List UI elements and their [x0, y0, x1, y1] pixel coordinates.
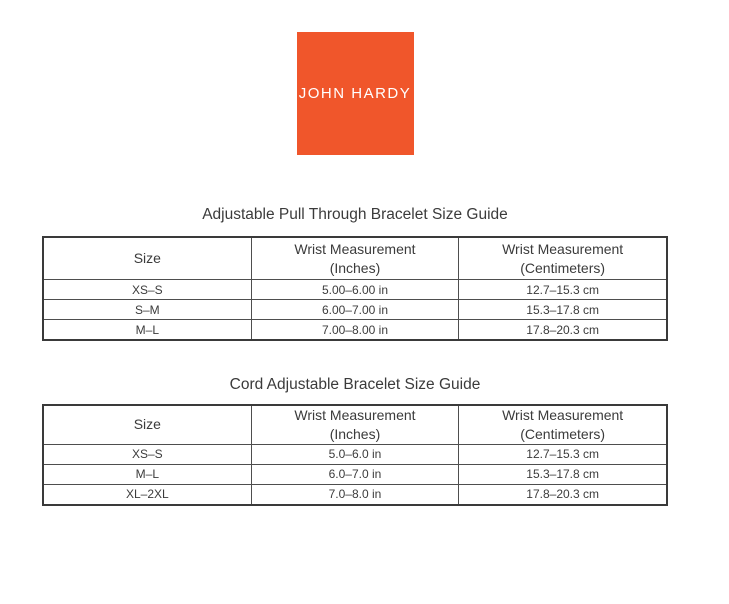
table-row: M–L 6.0–7.0 in 15.3–17.8 cm [42, 463, 668, 485]
inches-cell: 6.00–7.00 in [250, 299, 460, 320]
table-header-row: Size Wrist Measurement (Inches) Wrist Me… [42, 236, 668, 280]
inches-cell: 7.00–8.00 in [250, 319, 460, 341]
table-row: XS–S 5.00–6.00 in 12.7–15.3 cm [42, 279, 668, 300]
inches-cell: 5.00–6.00 in [250, 279, 460, 300]
size-cell: XS–S [42, 443, 252, 465]
centimeters-cell: 17.8–20.3 cm [458, 483, 668, 506]
john-hardy-logo: JOHN HARDY [296, 32, 414, 155]
col-header-size: Size [42, 236, 252, 280]
table-row: M–L 7.00–8.00 in 17.8–20.3 cm [42, 319, 668, 341]
size-cell: XL–2XL [42, 483, 252, 506]
size-cell: XS–S [42, 279, 252, 300]
size-cell: M–L [42, 463, 252, 485]
centimeters-cell: 15.3–17.8 cm [458, 299, 668, 320]
inches-cell: 5.0–6.0 in [250, 443, 460, 465]
table-row: S–M 6.00–7.00 in 15.3–17.8 cm [42, 299, 668, 320]
table-row: XS–S 5.0–6.0 in 12.7–15.3 cm [42, 443, 668, 465]
brand-name: JOHN HARDY [298, 85, 412, 102]
centimeters-cell: 17.8–20.3 cm [458, 319, 668, 341]
centimeters-cell: 12.7–15.3 cm [458, 443, 668, 465]
pull-through-size-table: Size Wrist Measurement (Inches) Wrist Me… [42, 236, 668, 341]
col-header-inches: Wrist Measurement (Inches) [250, 404, 460, 445]
col-header-centimeters: Wrist Measurement (Centimeters) [458, 404, 668, 445]
col-header-centimeters: Wrist Measurement (Centimeters) [458, 236, 668, 280]
inches-cell: 6.0–7.0 in [250, 463, 460, 485]
table-header-row: Size Wrist Measurement (Inches) Wrist Me… [42, 404, 668, 445]
col-header-inches: Wrist Measurement (Inches) [250, 236, 460, 280]
centimeters-cell: 12.7–15.3 cm [458, 279, 668, 300]
size-cell: M–L [42, 319, 252, 341]
inches-cell: 7.0–8.0 in [250, 483, 460, 506]
centimeters-cell: 15.3–17.8 cm [458, 463, 668, 485]
pull-through-guide-title: Adjustable Pull Through Bracelet Size Gu… [202, 206, 508, 223]
table-row: XL–2XL 7.0–8.0 in 17.8–20.3 cm [42, 483, 668, 506]
cord-adjustable-guide-title: Cord Adjustable Bracelet Size Guide [229, 376, 481, 393]
size-cell: S–M [42, 299, 252, 320]
size-guide-page: JOHN HARDY Adjustable Pull Through Brace… [42, 32, 668, 506]
col-header-size: Size [42, 404, 252, 445]
cord-adjustable-size-table: Size Wrist Measurement (Inches) Wrist Me… [42, 404, 668, 506]
